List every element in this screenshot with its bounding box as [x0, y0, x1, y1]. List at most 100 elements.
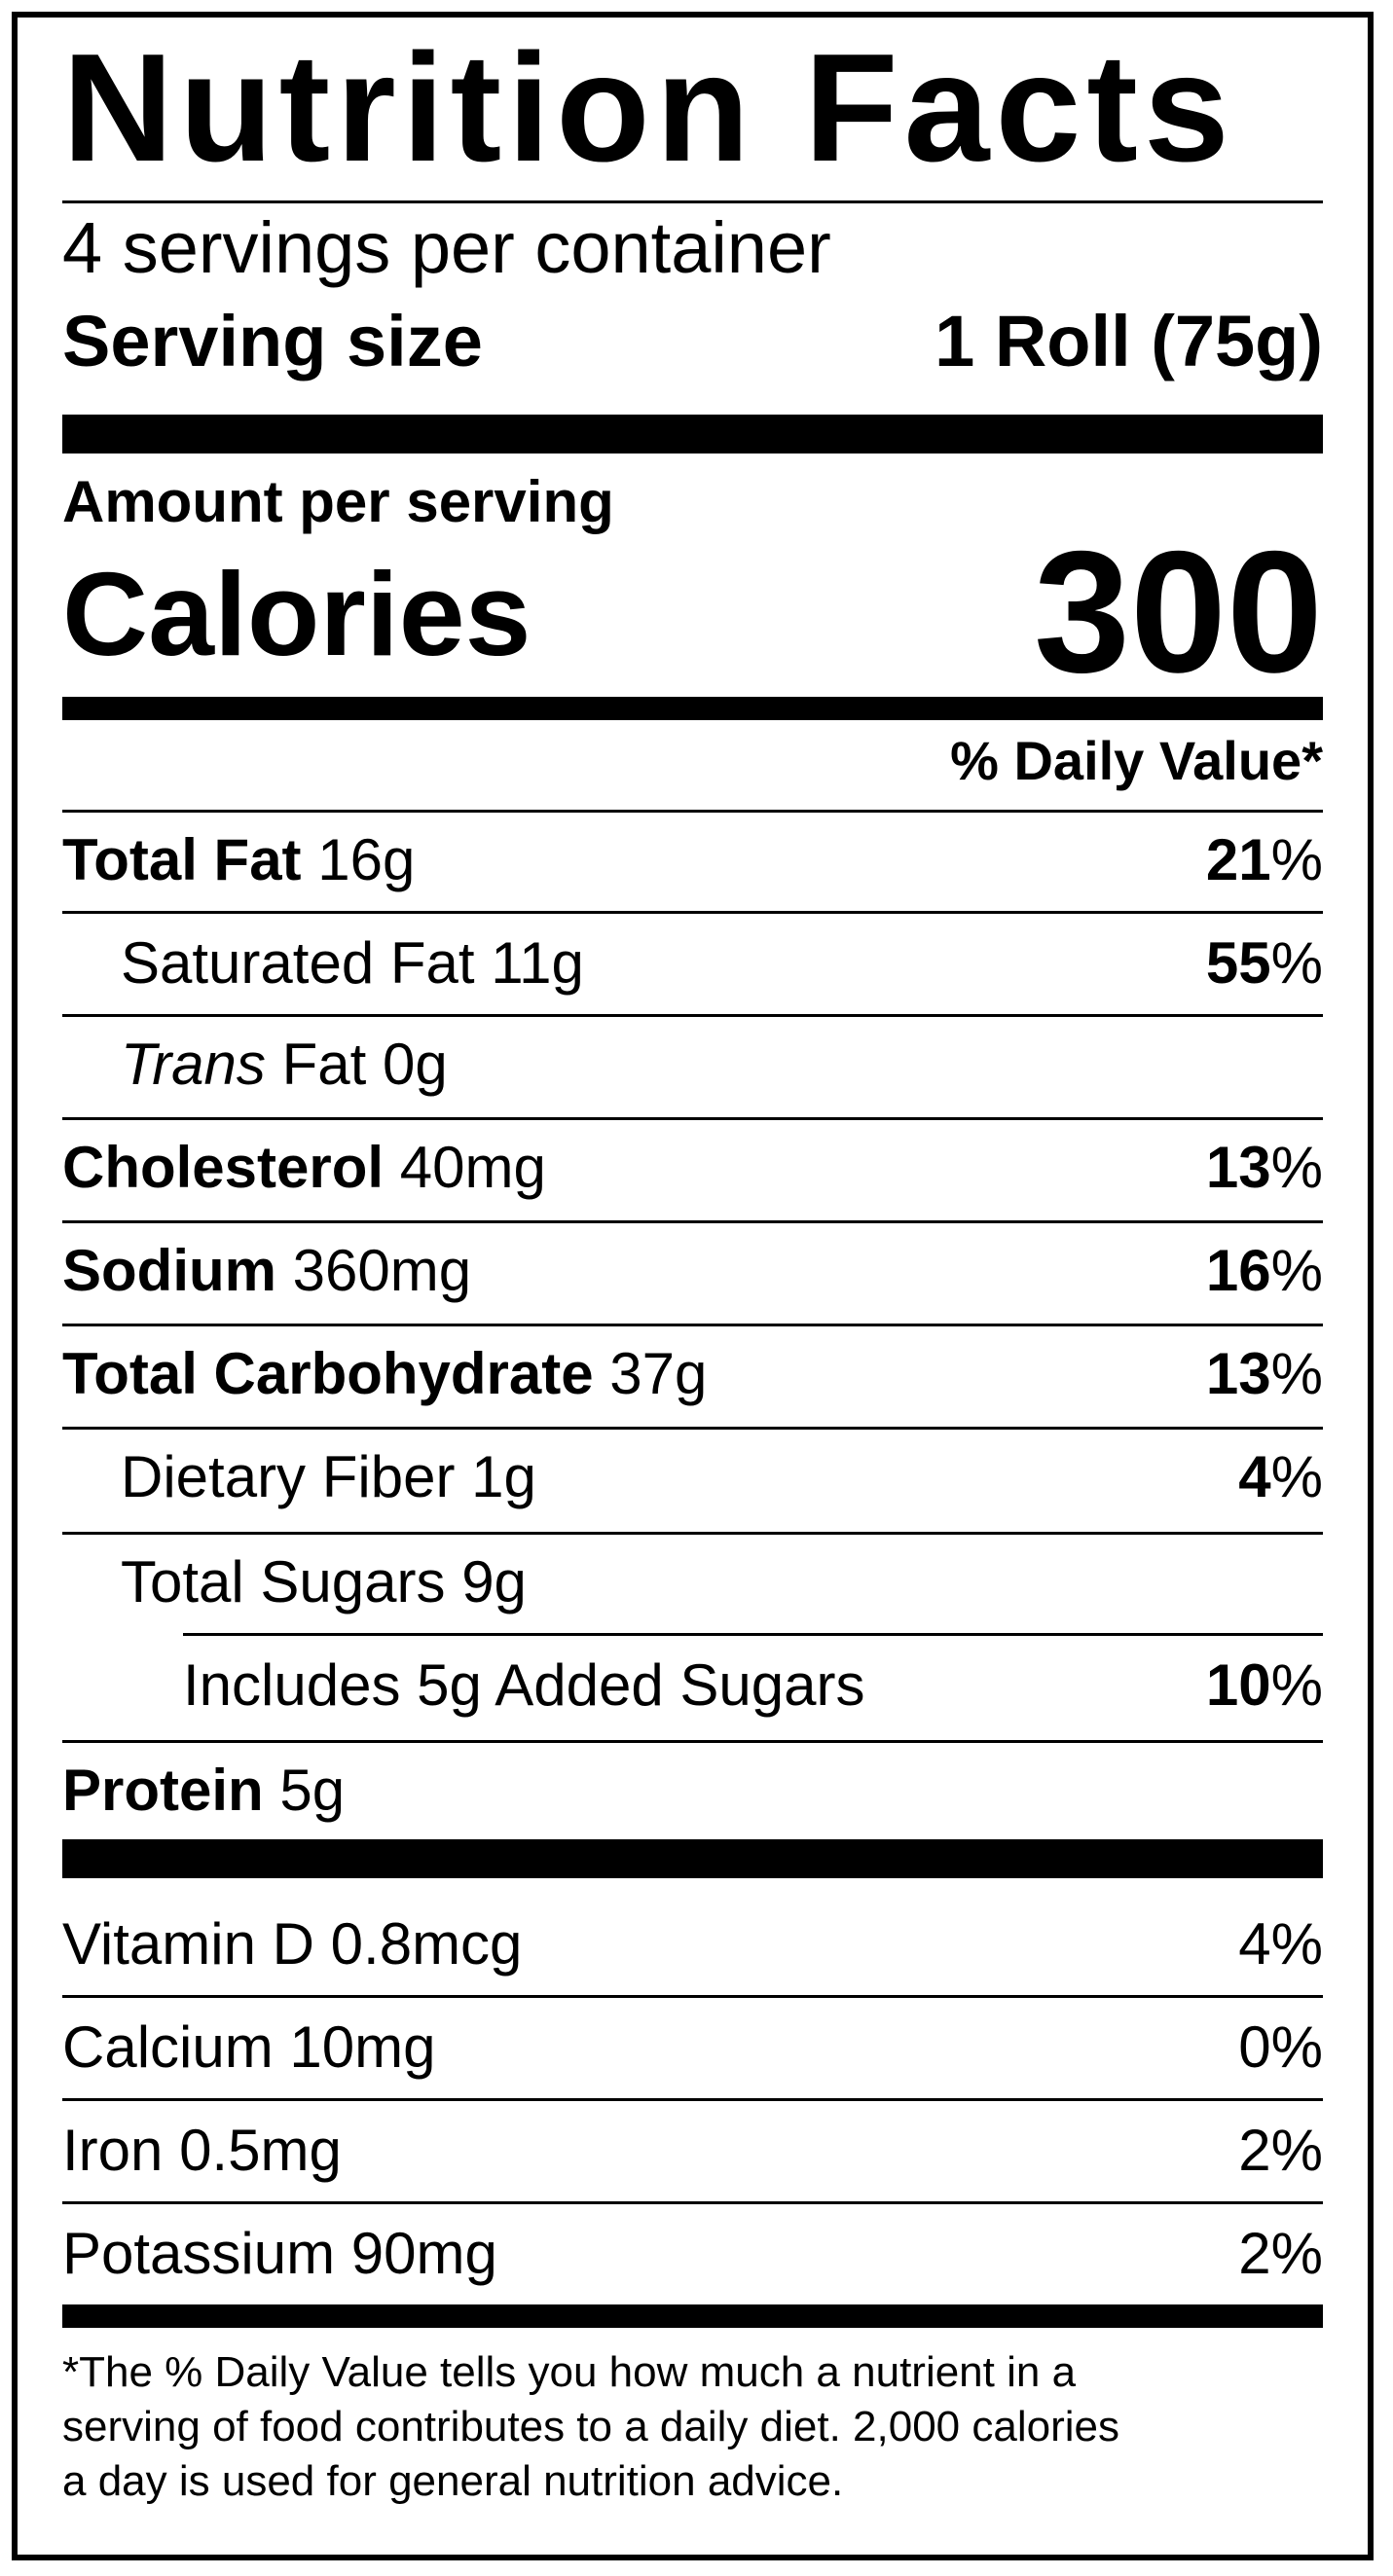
nutrient-amount: 40mg: [399, 1135, 546, 1200]
vitamin-name: Calcium: [62, 2014, 274, 2080]
nutrient-amount: 5g: [279, 1758, 346, 1823]
dv-number: 21: [1205, 827, 1271, 892]
footnote-line: *The % Daily Value tells you how much a …: [62, 2348, 1077, 2396]
nutrient-amount: 0g: [382, 1032, 448, 1097]
row-divider: [62, 1532, 1323, 1535]
vitamin-amount: 10mg: [289, 2014, 436, 2080]
row-divider: [183, 1633, 1323, 1636]
daily-value-percent: 16%: [1206, 1242, 1323, 1300]
footnote-line: a day is used for general nutrition advi…: [62, 2457, 844, 2505]
vitamin-row-calcium: Calcium 10mg 0%: [62, 2018, 1323, 2077]
daily-value-percent: 4%: [1238, 1911, 1323, 1977]
serving-size-value: 1 Roll (75g): [935, 301, 1323, 381]
nutrient-row-sodium: Sodium 360mg 16%: [62, 1242, 1323, 1300]
nutrient-name: Total Fat: [62, 827, 302, 892]
vitamin-name: Potassium: [62, 2221, 336, 2286]
vitamin-row-vitamin-d: Vitamin D 0.8mcg 4%: [62, 1915, 1323, 1974]
row-divider: [62, 810, 1323, 813]
dv-number: 10: [1205, 1652, 1271, 1718]
daily-value-percent: 13%: [1206, 1345, 1323, 1403]
daily-value-footnote: *The % Daily Value tells you how much a …: [62, 2345, 1323, 2509]
footnote-line: serving of food contributes to a daily d…: [62, 2403, 1119, 2450]
dv-sign: %: [1270, 1341, 1323, 1406]
nutrient-row-protein: Protein 5g: [62, 1761, 1323, 1820]
dv-sign: %: [1270, 827, 1323, 892]
vitamin-name: Vitamin D: [62, 1911, 314, 1977]
nutrient-row-total-sugars: Total Sugars 9g: [121, 1553, 1323, 1612]
nutrient-amount: 16g: [317, 827, 416, 892]
footnote-divider-thick: [62, 2304, 1323, 2328]
calories-divider: [62, 697, 1323, 720]
nutrient-amount: 360mg: [292, 1238, 472, 1303]
nutrient-name: Saturated Fat: [121, 930, 475, 996]
nutrient-amount: 1g: [471, 1444, 536, 1509]
row-divider: [62, 2098, 1323, 2101]
row-divider: [62, 1220, 1323, 1223]
label-content: Nutrition Facts 4 servings per container…: [62, 18, 1323, 2555]
daily-value-percent: 2%: [1238, 2221, 1323, 2286]
dv-sign: %: [1270, 930, 1323, 996]
dv-number: 13: [1205, 1135, 1271, 1200]
daily-value-percent: 4%: [1238, 1448, 1323, 1506]
nutrient-name: Total Sugars: [121, 1549, 446, 1615]
calories-label: Calories: [62, 548, 532, 680]
nutrient-row-trans-fat: Trans Fat 0g: [121, 1035, 1323, 1094]
nutrient-name: Sodium: [62, 1238, 276, 1303]
nutrient-name: Dietary Fiber: [121, 1444, 456, 1509]
dv-sign: %: [1270, 1135, 1323, 1200]
serving-size-row: Serving size 1 Roll (75g): [62, 306, 1323, 378]
nutrient-row-total-carbohydrate: Total Carbohydrate 37g 13%: [62, 1345, 1323, 1403]
protein-divider-thick: [62, 1839, 1323, 1878]
nutrient-name: Includes 5g Added Sugars: [183, 1652, 865, 1718]
daily-value-percent: 13%: [1206, 1139, 1323, 1197]
dv-sign: %: [1270, 1444, 1323, 1509]
vitamin-amount: 0.5mg: [179, 2118, 342, 2183]
row-divider: [62, 1117, 1323, 1120]
nutrient-row-dietary-fiber: Dietary Fiber 1g 4%: [121, 1448, 1323, 1506]
nutrient-amount: 37g: [609, 1341, 708, 1406]
vitamin-name: Iron: [62, 2118, 164, 2183]
nutrient-row-saturated-fat: Saturated Fat 11g 55%: [121, 934, 1323, 993]
amount-per-serving: Amount per serving: [62, 469, 614, 534]
daily-value-percent: 21%: [1206, 831, 1323, 889]
dv-number: 13: [1205, 1341, 1271, 1406]
row-divider: [62, 2201, 1323, 2204]
daily-value-percent: 2%: [1238, 2118, 1323, 2183]
vitamin-amount: 90mg: [350, 2221, 497, 2286]
vitamin-amount: 0.8mcg: [330, 1911, 523, 1977]
daily-value-percent: 10%: [1206, 1656, 1323, 1715]
row-divider: [62, 1995, 1323, 1998]
row-divider: [62, 911, 1323, 914]
dv-sign: %: [1270, 1652, 1323, 1718]
dv-number: 55: [1205, 930, 1271, 996]
servings-per-container: 4 servings per container: [62, 207, 831, 288]
nutrient-name: Protein: [62, 1758, 264, 1823]
dv-number: 4: [1238, 1444, 1271, 1509]
label-title: Nutrition Facts: [62, 22, 1235, 194]
row-divider: [62, 1427, 1323, 1430]
nutrient-name: Fat: [281, 1032, 367, 1097]
nutrient-row-added-sugars: Includes 5g Added Sugars 10%: [183, 1656, 1323, 1715]
nutrient-name-italic: Trans: [121, 1032, 266, 1097]
daily-value-percent: 0%: [1238, 2014, 1323, 2080]
vitamin-row-potassium: Potassium 90mg 2%: [62, 2225, 1323, 2283]
nutrient-amount: 11g: [491, 930, 584, 996]
vitamin-row-iron: Iron 0.5mg 2%: [62, 2122, 1323, 2180]
dv-number: 16: [1205, 1238, 1271, 1303]
row-divider: [62, 1740, 1323, 1743]
serving-divider-thick: [62, 415, 1323, 454]
row-divider: [62, 1324, 1323, 1326]
calories-value: 300: [1034, 515, 1323, 708]
daily-value-header: % Daily Value*: [950, 730, 1323, 791]
title-divider: [62, 200, 1323, 203]
nutrient-amount: 9g: [461, 1549, 527, 1615]
daily-value-percent: 55%: [1206, 934, 1323, 993]
nutrient-row-total-fat: Total Fat 16g 21%: [62, 831, 1323, 889]
dv-sign: %: [1270, 1238, 1323, 1303]
nutrient-name: Total Carbohydrate: [62, 1341, 594, 1406]
nutrient-row-cholesterol: Cholesterol 40mg 13%: [62, 1139, 1323, 1197]
row-divider: [62, 1014, 1323, 1017]
nutrition-facts-label: Nutrition Facts 4 servings per container…: [12, 12, 1374, 2560]
serving-size-label: Serving size: [62, 301, 483, 381]
nutrient-name: Cholesterol: [62, 1135, 385, 1200]
